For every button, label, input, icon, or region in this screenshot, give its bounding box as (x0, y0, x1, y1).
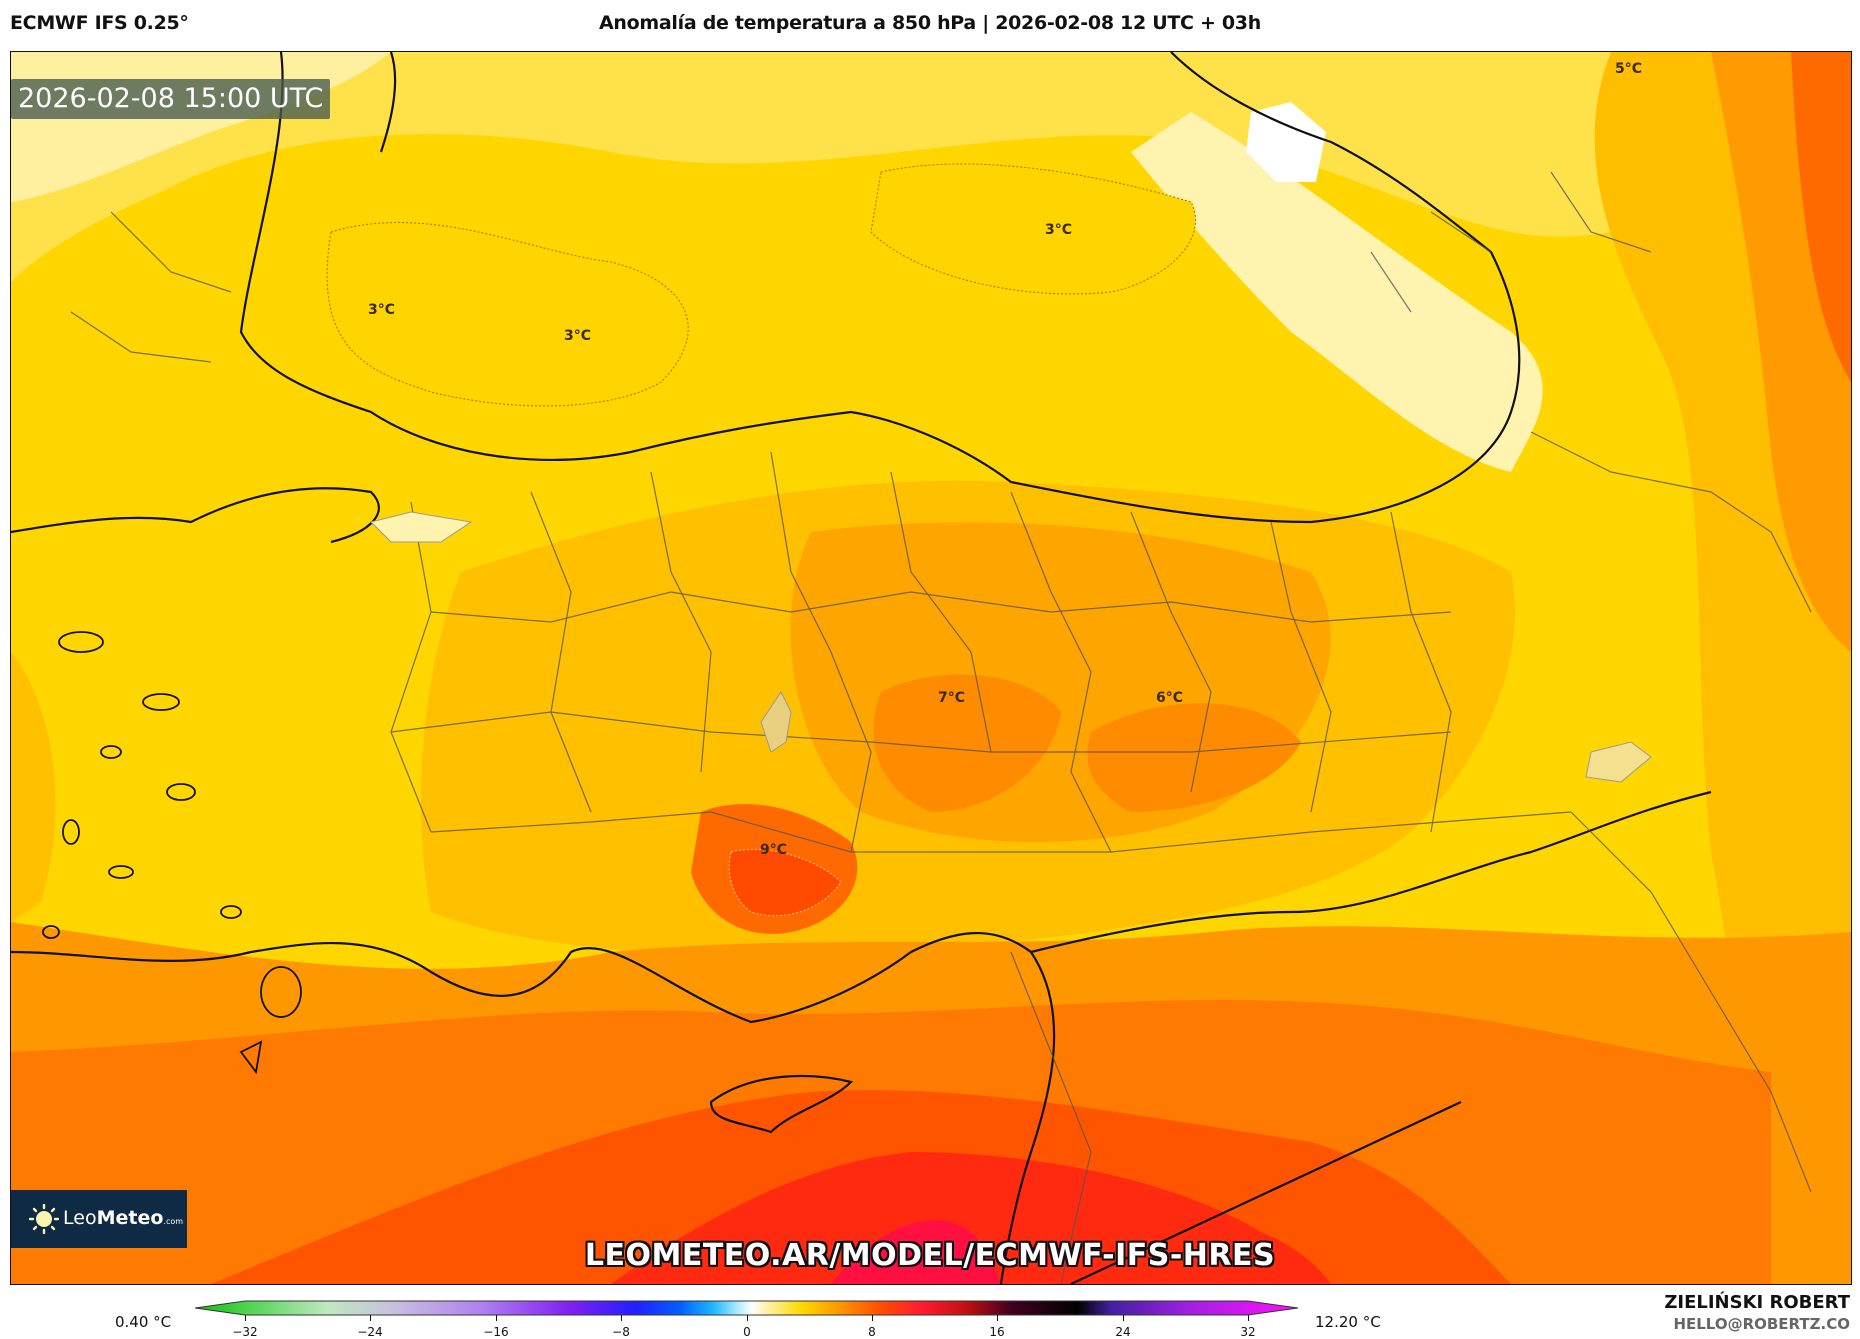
chart-title: Anomalía de temperatura a 850 hPa | 2026… (599, 12, 1261, 34)
map-annotation-3c-west: 3°C (368, 302, 396, 318)
tick-label-0: 0 (743, 1325, 751, 1339)
map-panel[interactable]: 2026-02-08 15:00 UTC 3°C 3°C 3°C 5°C 7°C… (10, 51, 1852, 1285)
tick-label-8: 8 (868, 1325, 876, 1339)
author-name: ZIELIŃSKI ROBERT (1664, 1292, 1850, 1313)
tick-label-neg32: −32 (232, 1325, 258, 1339)
logo-text: LeoMeteo.com (63, 1207, 184, 1229)
colorbar-max-label: 12.20 °C (1315, 1313, 1381, 1331)
tick-label-16: 16 (989, 1325, 1005, 1339)
map-annotation-3c-center: 3°C (564, 328, 592, 344)
map-annotation-3c-east: 3°C (1045, 222, 1073, 238)
map-annotation-7c: 7°C (938, 690, 966, 706)
colorbar-min-label: 0.40 °C (115, 1313, 172, 1331)
watermark-url: LEOMETEO.AR/MODEL/ECMWF-IFS-HRES (584, 1238, 1276, 1273)
tick-label-24: 24 (1115, 1325, 1131, 1339)
tick-label-neg8: −8 (612, 1325, 630, 1339)
map-annotation-9c: 9°C (760, 842, 788, 858)
leometeo-logo[interactable]: LeoMeteo.com (11, 1190, 187, 1248)
map-annotation-6c: 6°C (1156, 690, 1184, 706)
model-title: ECMWF IFS 0.25° (10, 12, 189, 34)
tick-label-neg16: −16 (483, 1325, 509, 1339)
sun-icon (29, 1204, 59, 1234)
tick-label-32: 32 (1240, 1325, 1256, 1339)
author-email[interactable]: HELLO@ROBERTZ.CO (1673, 1315, 1850, 1333)
valid-time-badge: 2026-02-08 15:00 UTC (11, 79, 331, 119)
tick-label-neg24: −24 (357, 1325, 383, 1339)
temperature-anomaly-field (11, 52, 1851, 1284)
map-annotation-5c: 5°C (1615, 61, 1643, 77)
